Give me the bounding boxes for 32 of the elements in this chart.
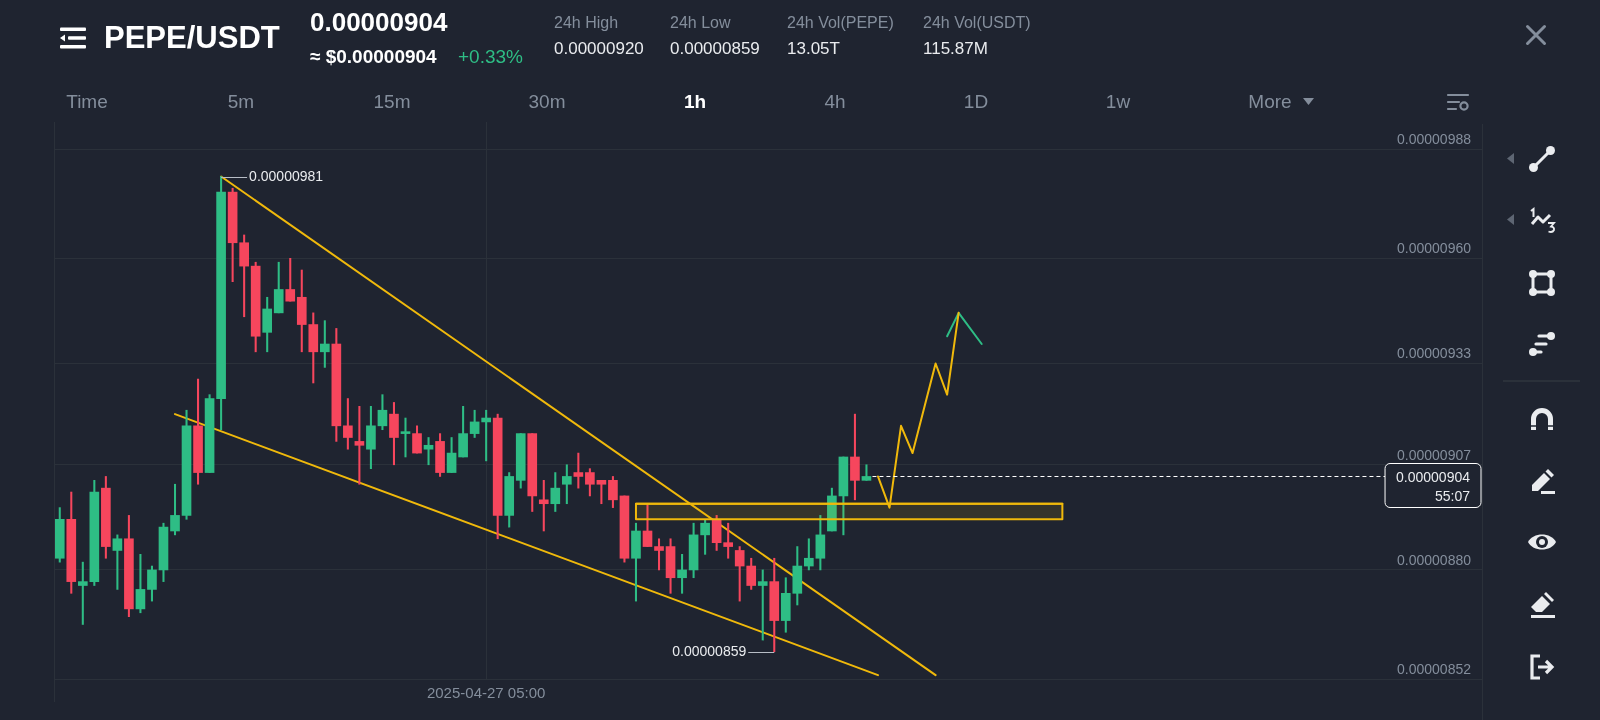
text: 0.00000981 — [249, 168, 324, 185]
text: More — [1248, 91, 1292, 113]
text: 0.00000859 — [670, 39, 760, 59]
text: 24h Low — [670, 13, 731, 33]
text: 5m — [227, 91, 255, 113]
text: 24h Vol(USDT) — [923, 13, 1031, 33]
text: 0.00000920 — [554, 39, 644, 59]
y-tick-label: 0.00000852 — [1397, 660, 1472, 677]
text: Time — [66, 91, 108, 113]
annotation: 0.00000859 — [672, 643, 747, 660]
y-tick-label: 0.00000880 — [1397, 551, 1472, 568]
text: 1w — [1105, 91, 1131, 113]
y-tick-label: 0.00000988 — [1397, 131, 1472, 148]
text: 13.05T — [787, 39, 840, 59]
text: 4h — [824, 91, 846, 113]
text: 1D — [963, 91, 989, 113]
text: 0.00000904 — [310, 7, 448, 38]
x-tick-label: 2025-04-27 05:00 — [426, 684, 546, 702]
text: +0.33% — [458, 46, 523, 68]
text: 24h Vol(PEPE) — [787, 13, 894, 33]
text: 115.87M — [923, 39, 988, 59]
annotation: 55:07 — [1434, 488, 1471, 505]
ref-line-label: 0.00000904 — [1396, 469, 1471, 486]
y-tick-label: 0.00000960 — [1397, 240, 1472, 257]
chart-title: PEPE/USDT — [104, 20, 280, 56]
text: 24h High — [554, 13, 619, 33]
y-tick-label: 0.00000907 — [1397, 446, 1472, 463]
y-tick-label: 0.00000933 — [1397, 345, 1472, 362]
text: 1h — [683, 91, 707, 113]
text: ≈ $0.00000904 — [310, 46, 437, 68]
text: 15m — [373, 91, 411, 113]
text: 30m — [528, 91, 566, 113]
